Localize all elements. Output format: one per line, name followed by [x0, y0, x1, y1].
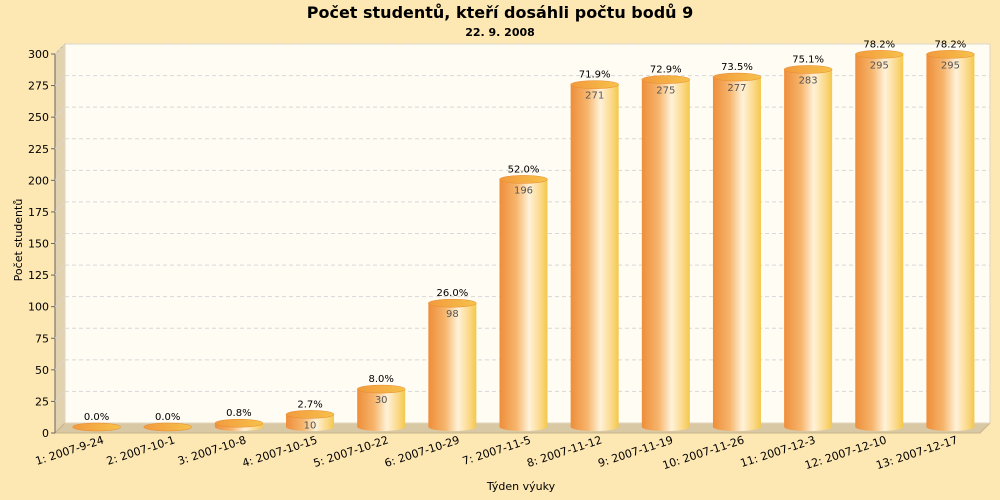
y-tick-label: 75: [35, 332, 49, 345]
bar: [855, 54, 904, 428]
bar-base: [855, 423, 904, 431]
value-label: 295: [870, 60, 889, 71]
x-tick-label: 8: 2007-11-12: [525, 433, 603, 470]
percent-label: 26.0%: [436, 288, 468, 299]
value-label: 98: [446, 309, 459, 320]
bar-base: [357, 423, 406, 431]
y-tick-label: 150: [28, 238, 49, 251]
bar-base: [428, 423, 477, 431]
bar-top: [285, 410, 335, 419]
gridline-side: [54, 391, 66, 402]
value-label: 295: [941, 60, 960, 71]
gridline-side: [54, 201, 66, 213]
chart-subtitle: 22. 9. 2008: [465, 26, 535, 39]
y-tick-label: 200: [28, 174, 49, 187]
percent-label: 75.1%: [792, 54, 824, 65]
bar: [926, 54, 975, 428]
gridline-side: [54, 233, 66, 244]
bar-top: [926, 50, 975, 59]
bar-base: [712, 423, 761, 431]
x-tick-label: 12: 2007-12-10: [803, 433, 888, 472]
x-tick-label: 4: 2007-10-15: [241, 433, 319, 470]
bar-top: [641, 75, 691, 84]
y-tick-label: 225: [28, 143, 49, 156]
x-tick-label: 5: 2007-10-22: [312, 433, 390, 470]
bar-top: [783, 65, 833, 74]
value-label: 275: [656, 86, 675, 97]
bar-base: [286, 423, 335, 431]
percent-label: 73.5%: [721, 62, 753, 73]
percent-label: 0.8%: [226, 408, 251, 419]
value-label: 30: [375, 395, 388, 406]
percent-label: 72.9%: [650, 65, 682, 76]
x-axis-label: Týden výuky: [486, 480, 556, 493]
percent-label: 2.7%: [297, 399, 322, 410]
x-tick-label: 6: 2007-10-29: [383, 433, 461, 470]
percent-label: 78.2%: [935, 39, 967, 50]
bar-top: [356, 384, 406, 394]
gridline-side: [54, 43, 66, 55]
bar-top: [570, 80, 619, 89]
gridline-side: [54, 106, 66, 118]
y-axis-label: Počet studentů: [12, 199, 25, 282]
bar-base: [784, 423, 833, 431]
bar-top: [214, 418, 264, 428]
percent-label: 78.2%: [863, 39, 895, 50]
x-tick-label: 2: 2007-10-1: [105, 433, 177, 467]
percent-label: 52.0%: [508, 164, 540, 175]
bar: [428, 303, 477, 427]
y-tick-label: 100: [28, 301, 49, 314]
chart-title: Počet studentů, kteří dosáhli počtu bodů…: [306, 3, 694, 22]
y-tick-label: 250: [28, 111, 49, 124]
percent-label: 8.0%: [368, 374, 393, 385]
bar-base: [499, 423, 548, 431]
x-tick-label: 10: 2007-11-26: [661, 433, 746, 472]
bar-base: [570, 423, 619, 431]
bar-base: [926, 423, 975, 431]
bar: [357, 389, 406, 427]
gridline-side: [54, 264, 66, 276]
gridline-side: [54, 75, 66, 86]
value-label: 271: [585, 91, 604, 102]
percent-label: 71.9%: [579, 70, 611, 81]
bar-top: [143, 422, 192, 432]
y-tick-label: 125: [28, 269, 49, 282]
bar: [570, 84, 619, 428]
bar-top: [499, 175, 548, 184]
y-tick-label: 300: [28, 48, 49, 61]
bar-top: [855, 50, 904, 59]
gridline-side: [54, 327, 66, 339]
bar-base: [641, 423, 690, 431]
bar-top: [712, 72, 762, 82]
gridline-side: [54, 296, 66, 308]
y-tick-label: 50: [35, 364, 49, 377]
percent-label: 0.0%: [155, 412, 180, 423]
value-label: 283: [799, 75, 818, 86]
gridline-side: [54, 169, 66, 181]
value-label: 10: [304, 420, 317, 431]
bar: [784, 69, 833, 427]
gridline-side: [54, 138, 66, 150]
bar-top: [72, 422, 121, 432]
value-label: 277: [727, 83, 746, 94]
x-tick-label: 7: 2007-11-5: [461, 433, 533, 467]
y-tick-label: 275: [28, 80, 49, 93]
x-tick-label: 13: 2007-12-17: [874, 433, 959, 472]
y-tick-label: 175: [28, 206, 49, 219]
bar-top: [428, 298, 477, 308]
bar: [641, 79, 690, 427]
bar: [712, 77, 761, 427]
y-tick-label: 0: [42, 427, 49, 440]
y-tick-label: 25: [35, 395, 49, 408]
x-tick-label: 3: 2007-10-8: [176, 433, 248, 467]
bar: [499, 179, 548, 427]
value-label: 196: [514, 185, 533, 196]
gridline-side: [54, 359, 66, 371]
percent-label: 0.0%: [84, 412, 109, 423]
